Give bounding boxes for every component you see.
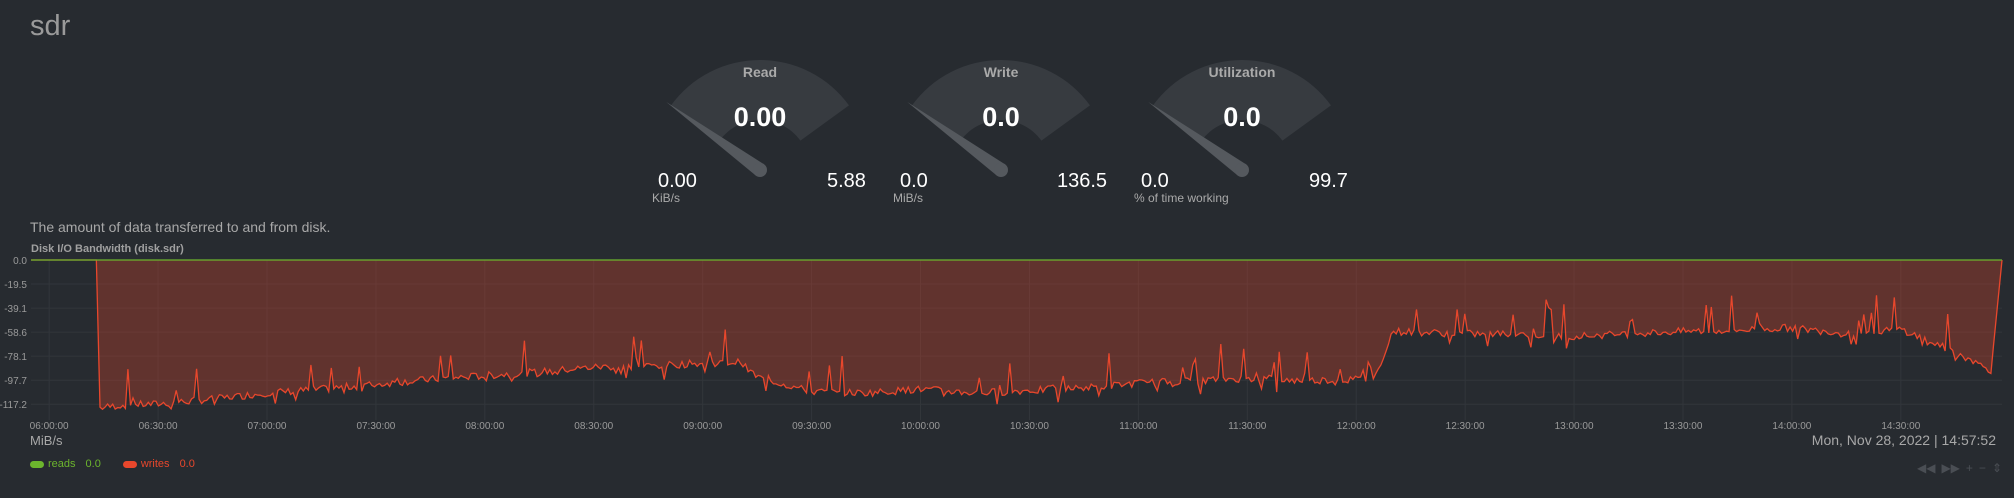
gauge-min: 0.00	[658, 170, 697, 192]
legend-item-writes[interactable]: writes 0.0	[122, 458, 195, 470]
x-tick-label: 07:30:00	[356, 421, 395, 430]
gauge-arc	[671, 60, 849, 141]
zoom-out-icon[interactable]: −	[1978, 461, 1986, 475]
x-tick-label: 08:30:00	[574, 421, 613, 430]
x-tick-label: 08:00:00	[465, 421, 504, 430]
gauge-min: 0.0	[1141, 170, 1169, 192]
y-tick-label: -58.6	[4, 328, 27, 339]
gauge-needle	[666, 101, 765, 176]
gauge-hub	[1235, 163, 1249, 177]
x-tick-label: 06:30:00	[139, 421, 178, 430]
chart-description: The amount of data transferred to and fr…	[30, 219, 331, 235]
gauge-label: Write	[983, 64, 1019, 80]
x-tick-label: 09:00:00	[683, 421, 722, 430]
gauge-max: 136.5	[1057, 170, 1108, 192]
chart-navigation: ◀◀ ▶▶ + − ⇕	[1917, 461, 2002, 475]
x-tick-label: 07:00:00	[248, 421, 287, 430]
gauge-max: 5.88	[827, 170, 866, 192]
legend-value: 0.0	[85, 458, 101, 470]
write-gauge[interactable]: Write 0.0 0.0 136.5 MiB/s	[881, 60, 1121, 210]
resize-icon[interactable]: ⇕	[1991, 461, 2002, 475]
y-tick-label: -78.1	[4, 352, 27, 363]
writes-area	[31, 260, 2002, 410]
gauge-hub	[994, 163, 1008, 177]
gauge-label: Utilization	[1208, 64, 1276, 80]
chart-title: Disk I/O Bandwidth (disk.sdr)	[31, 243, 184, 255]
gauge-arc	[1153, 60, 1331, 141]
x-tick-label: 12:30:00	[1446, 421, 1485, 430]
read-gauge[interactable]: Read 0.00 0.00 5.88 KiB/s	[640, 60, 880, 210]
legend-value: 0.0	[179, 458, 195, 470]
gauge-max: 99.7	[1309, 170, 1348, 192]
gauge-value: 0.00	[733, 102, 787, 132]
x-tick-label: 13:00:00	[1555, 421, 1594, 430]
utilization-gauge-dial	[1148, 60, 1331, 177]
chart-units: MiB/s	[30, 433, 63, 448]
chart-legend: reads 0.0 writes 0.0	[30, 458, 195, 470]
gauge-arc	[912, 60, 1090, 141]
page-title: sdr	[30, 10, 71, 42]
x-tick-label: 11:00:00	[1119, 421, 1158, 430]
gauge-unit: % of time working	[1134, 191, 1229, 205]
y-tick-label: -39.1	[4, 304, 27, 315]
gauge-needle	[907, 101, 1006, 176]
legend-swatch	[30, 460, 44, 468]
legend-item-reads[interactable]: reads 0.0	[30, 458, 101, 470]
x-tick-label: 10:30:00	[1010, 421, 1049, 430]
legend-swatch	[122, 460, 137, 468]
legend-label: writes	[140, 458, 170, 470]
zoom-in-icon[interactable]: +	[1965, 461, 1973, 475]
y-tick-label: -117.2	[0, 400, 27, 411]
gauge-value: 0.0	[1223, 102, 1261, 132]
pan-left-icon[interactable]: ◀◀	[1916, 461, 1936, 475]
gauge-value: 0.0	[982, 102, 1020, 132]
x-tick-label: 12:00:00	[1337, 421, 1376, 430]
gauge-min: 0.0	[900, 170, 928, 192]
y-tick-label: 0.0	[13, 256, 27, 267]
legend-label: reads	[48, 458, 76, 470]
gauge-unit: KiB/s	[652, 191, 681, 205]
y-tick-label: -97.7	[4, 376, 27, 387]
x-tick-label: 14:00:00	[1772, 421, 1811, 430]
read-gauge-dial	[666, 60, 849, 177]
y-tick-label: -19.5	[4, 280, 27, 291]
gauge-needle	[1148, 101, 1247, 176]
x-tick-label: 06:00:00	[30, 421, 69, 430]
write-gauge-dial	[907, 60, 1090, 177]
gauge-label: Read	[742, 64, 778, 80]
x-tick-label: 11:30:00	[1228, 421, 1267, 430]
x-tick-label: 13:30:00	[1664, 421, 1703, 430]
pan-right-icon[interactable]: ▶▶	[1941, 461, 1960, 475]
disk-io-bandwidth-chart[interactable]: 0.0 -19.5 -39.1 -58.6 -78.1 -97.7 -117.2 06:00:…	[0, 245, 2014, 430]
x-tick-label: 09:30:00	[792, 421, 831, 430]
x-tick-label: 14:30:00	[1881, 421, 1920, 430]
gauge-hub	[753, 163, 767, 177]
gauge-unit: MiB/s	[893, 191, 923, 205]
utilization-gauge[interactable]: Utilization 0.0 0.0 99.7 % of time worki…	[1122, 60, 1362, 210]
chart-datetime: Mon, Nov 28, 2022 | 14:57:52	[1811, 432, 1996, 448]
writes-line	[31, 259, 2003, 411]
x-tick-label: 10:00:00	[901, 421, 940, 430]
